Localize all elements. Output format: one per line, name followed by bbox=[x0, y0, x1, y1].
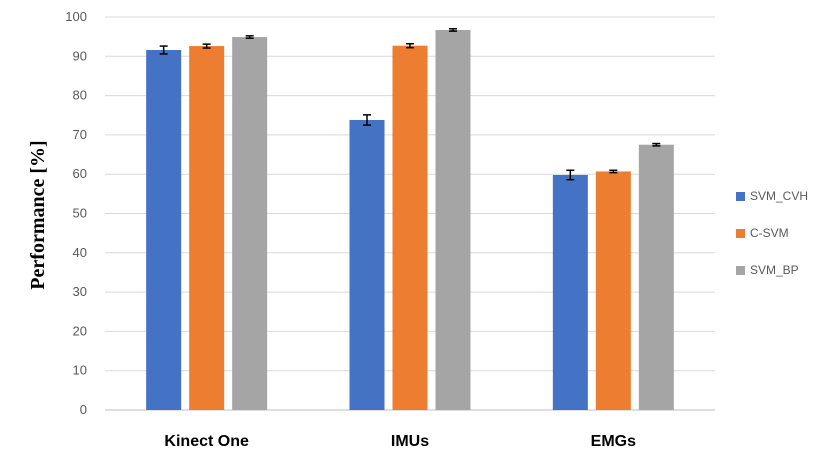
bar-svm-cvh bbox=[146, 50, 182, 411]
y-tick-label: 80 bbox=[73, 88, 87, 103]
legend-label: SVM_CVH bbox=[750, 189, 808, 203]
bar-svm-bp bbox=[435, 29, 471, 411]
legend: SVM_CVH C-SVM SVM_BP bbox=[736, 189, 808, 277]
legend-item: SVM_CVH bbox=[736, 189, 808, 203]
legend-item: C-SVM bbox=[736, 226, 789, 240]
y-tick-label: 10 bbox=[73, 363, 87, 378]
bar-svm-bp bbox=[638, 144, 674, 410]
legend-swatch bbox=[736, 229, 745, 238]
error-bars bbox=[159, 28, 661, 181]
y-tick-labels: 0 10 20 30 40 50 60 70 80 90 100 bbox=[65, 9, 87, 417]
y-tick-label: 30 bbox=[73, 284, 87, 299]
bar-svm-bp bbox=[232, 37, 268, 410]
y-tick-label: 60 bbox=[73, 166, 87, 181]
y-tick-label: 70 bbox=[73, 127, 87, 142]
y-tick-label: 20 bbox=[73, 323, 87, 338]
bar-c-svm bbox=[392, 45, 428, 411]
y-tick-label: 40 bbox=[73, 245, 87, 260]
y-tick-label: 100 bbox=[65, 9, 87, 24]
y-axis-title: Performance [%] bbox=[27, 140, 49, 289]
category-labels: Kinect One IMUs EMGs bbox=[164, 433, 636, 450]
legend-swatch bbox=[736, 266, 745, 275]
legend-label: C-SVM bbox=[750, 226, 789, 240]
legend-label: SVM_BP bbox=[750, 263, 799, 277]
legend-swatch bbox=[736, 192, 745, 201]
y-tick-label: 90 bbox=[73, 48, 87, 63]
category-label: EMGs bbox=[591, 433, 636, 450]
y-tick-label: 50 bbox=[73, 206, 87, 221]
legend-item: SVM_BP bbox=[736, 263, 799, 277]
y-tick-label: 0 bbox=[80, 402, 87, 417]
bar-svm-cvh bbox=[552, 174, 588, 410]
bar-svm-cvh bbox=[349, 119, 385, 410]
bar-c-svm bbox=[595, 171, 631, 410]
bars bbox=[146, 29, 674, 411]
category-label: IMUs bbox=[391, 433, 429, 450]
category-label: Kinect One bbox=[164, 433, 249, 450]
bar-c-svm bbox=[189, 46, 225, 410]
